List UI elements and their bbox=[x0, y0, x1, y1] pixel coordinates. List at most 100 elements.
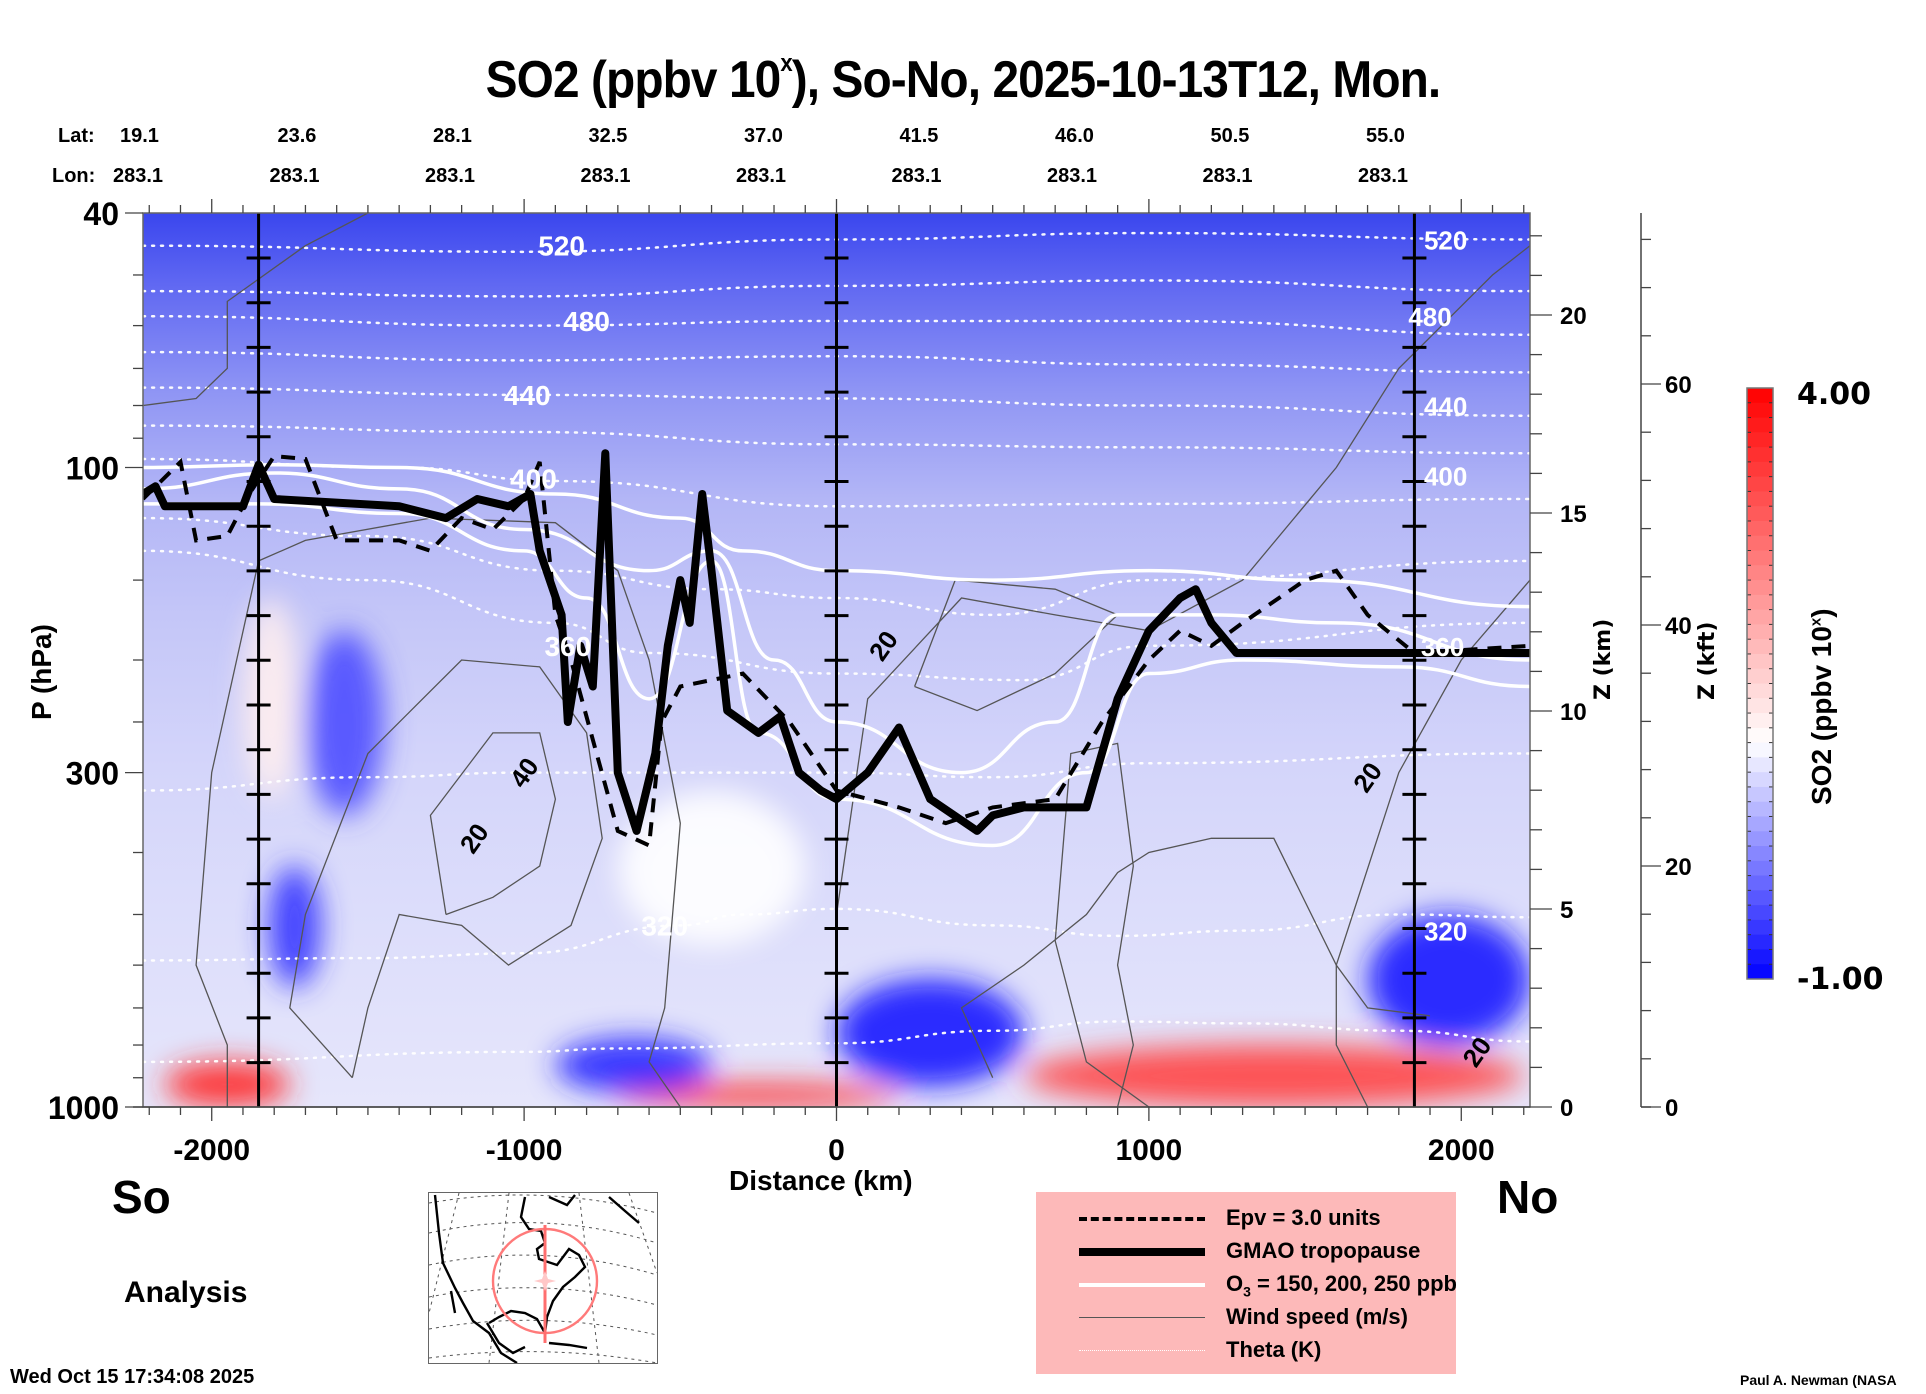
theta-contour bbox=[143, 516, 1530, 617]
station-lat: 28.1 bbox=[433, 125, 472, 147]
z-kft-tick-label: 20 bbox=[1665, 854, 1692, 881]
z-km-tick-label: 10 bbox=[1560, 699, 1587, 726]
colorbar-band bbox=[1747, 668, 1773, 684]
colorbar-band bbox=[1747, 683, 1773, 699]
theta-label: 400 bbox=[1424, 462, 1467, 492]
colorbar-max-label: 4.00 bbox=[1797, 377, 1872, 412]
colorbar-band bbox=[1747, 757, 1773, 773]
colorbar-band bbox=[1747, 875, 1773, 891]
colorbar-band bbox=[1747, 476, 1773, 492]
colorbar-band bbox=[1747, 713, 1773, 729]
legend-item-theta: Theta (K) bbox=[1036, 1336, 1456, 1366]
theta-label: 360 bbox=[544, 631, 591, 662]
colorbar-band bbox=[1747, 786, 1773, 803]
legend-item-wind: Wind speed (m/s) bbox=[1036, 1303, 1456, 1333]
station-lon: 283.1 bbox=[736, 165, 787, 187]
colorbar-title: SO2 (ppbv 10x) bbox=[1806, 608, 1837, 805]
y-tick-label: 1000 bbox=[48, 1090, 119, 1126]
station-lat: 55.0 bbox=[1366, 125, 1405, 147]
theta-label: 320 bbox=[1424, 917, 1467, 947]
x-tick-label: -2000 bbox=[173, 1134, 250, 1167]
colorbar-band bbox=[1747, 580, 1773, 596]
legend-item-epv: Epv = 3.0 units bbox=[1036, 1204, 1456, 1234]
legend-item-ozone: O3 = 150, 200, 250 ppb bbox=[1036, 1270, 1457, 1300]
colorbar-band bbox=[1747, 698, 1773, 714]
colorbar-band bbox=[1747, 639, 1773, 655]
colorbar-band bbox=[1747, 801, 1773, 817]
colorbar-band bbox=[1747, 535, 1773, 552]
so2-feature-low bbox=[555, 1037, 712, 1093]
colorbar-band bbox=[1747, 461, 1773, 478]
so2-feature-near_zero bbox=[242, 598, 300, 800]
lon-row-label: Lon: bbox=[52, 165, 96, 187]
theta-contour bbox=[143, 1020, 1530, 1064]
wind-speed-contour bbox=[1335, 579, 1530, 1107]
wind-speed-contour bbox=[195, 517, 681, 1107]
x-axis-title: Distance (km) bbox=[729, 1165, 913, 1196]
x-tick-label: -1000 bbox=[486, 1134, 563, 1167]
colorbar-band bbox=[1747, 432, 1773, 448]
station-lon: 283.1 bbox=[1202, 165, 1253, 187]
z-km-tick-label: 20 bbox=[1560, 303, 1587, 330]
lat-row-label: Lat: bbox=[58, 125, 95, 147]
theta-label: 400 bbox=[510, 463, 557, 494]
station-lat: 19.1 bbox=[120, 125, 159, 147]
timestamp: Wed Oct 15 17:34:08 2025 bbox=[10, 1366, 255, 1388]
colorbar-frame bbox=[1746, 387, 1774, 980]
z-km-tick-label: 5 bbox=[1560, 897, 1573, 924]
station-lon: 283.1 bbox=[891, 165, 942, 187]
colorbar-band bbox=[1747, 831, 1773, 847]
coastline bbox=[433, 1194, 640, 1363]
so2-feature-high bbox=[617, 1083, 899, 1107]
colorbar-band bbox=[1747, 905, 1773, 921]
z-kft-tick-label: 60 bbox=[1665, 372, 1692, 399]
legend-item-tropopause: GMAO tropopause bbox=[1036, 1237, 1456, 1267]
north-label: No bbox=[1497, 1171, 1559, 1223]
colorbar-band bbox=[1747, 491, 1773, 507]
gmao-tropopause-line bbox=[143, 449, 1530, 835]
colorbar-band bbox=[1747, 934, 1773, 950]
thick-line-icon bbox=[1079, 1248, 1205, 1256]
z-kft-tick-label: 0 bbox=[1665, 1095, 1678, 1122]
z-km-tick-label: 15 bbox=[1560, 501, 1587, 528]
station-lon: 283.1 bbox=[425, 165, 476, 187]
dashed-line-icon bbox=[1079, 1217, 1205, 1221]
colorbar-band bbox=[1747, 417, 1773, 433]
station-lon: 283.1 bbox=[269, 165, 320, 187]
colorbar-band bbox=[1747, 742, 1773, 758]
center-star-icon bbox=[534, 1271, 556, 1291]
so2-feature-near_zero bbox=[617, 790, 806, 946]
colorbar-band bbox=[1747, 772, 1773, 788]
station-lat: 41.5 bbox=[899, 125, 939, 147]
y-axis-title: P (hPa) bbox=[26, 624, 57, 720]
wind-speed-contour bbox=[1054, 742, 1150, 1107]
y-tick-label: 300 bbox=[66, 756, 119, 792]
wind-speed-contour bbox=[143, 213, 369, 407]
y-tick-label: 40 bbox=[83, 196, 119, 232]
station-lon: 283.1 bbox=[113, 165, 164, 187]
colorbar-band bbox=[1747, 964, 1773, 980]
x-tick-label: 2000 bbox=[1428, 1134, 1495, 1167]
map-inset bbox=[428, 1192, 658, 1364]
theta-label: 480 bbox=[563, 306, 610, 337]
y-tick-label: 100 bbox=[66, 450, 119, 486]
theta-contour bbox=[143, 752, 1530, 792]
station-lon: 283.1 bbox=[1358, 165, 1409, 187]
theta-label: 320 bbox=[641, 910, 688, 941]
white-line-icon bbox=[1079, 1283, 1205, 1287]
legend: Epv = 3.0 units GMAO tropopause O3 = 150… bbox=[1036, 1192, 1457, 1374]
colorbar-band bbox=[1747, 565, 1773, 581]
station-lat: 32.5 bbox=[588, 125, 628, 147]
credit: Paul A. Newman (NASA bbox=[1740, 1372, 1897, 1388]
colorbar-band bbox=[1747, 727, 1773, 744]
south-label: So bbox=[112, 1171, 171, 1223]
colorbar-band bbox=[1747, 890, 1773, 906]
dotted-line-icon bbox=[1079, 1350, 1205, 1351]
colorbar-min-label: -1.00 bbox=[1797, 962, 1884, 997]
station-lat: 37.0 bbox=[744, 125, 783, 147]
station-lat: 23.6 bbox=[277, 125, 317, 147]
theta-label: 440 bbox=[1424, 392, 1467, 422]
chart-title: SO2 (ppbv 10x), So-No, 2025-10-13T12, Mo… bbox=[485, 50, 1442, 109]
so2-feature-low bbox=[836, 978, 1024, 1087]
so2-feature-low bbox=[267, 866, 322, 988]
